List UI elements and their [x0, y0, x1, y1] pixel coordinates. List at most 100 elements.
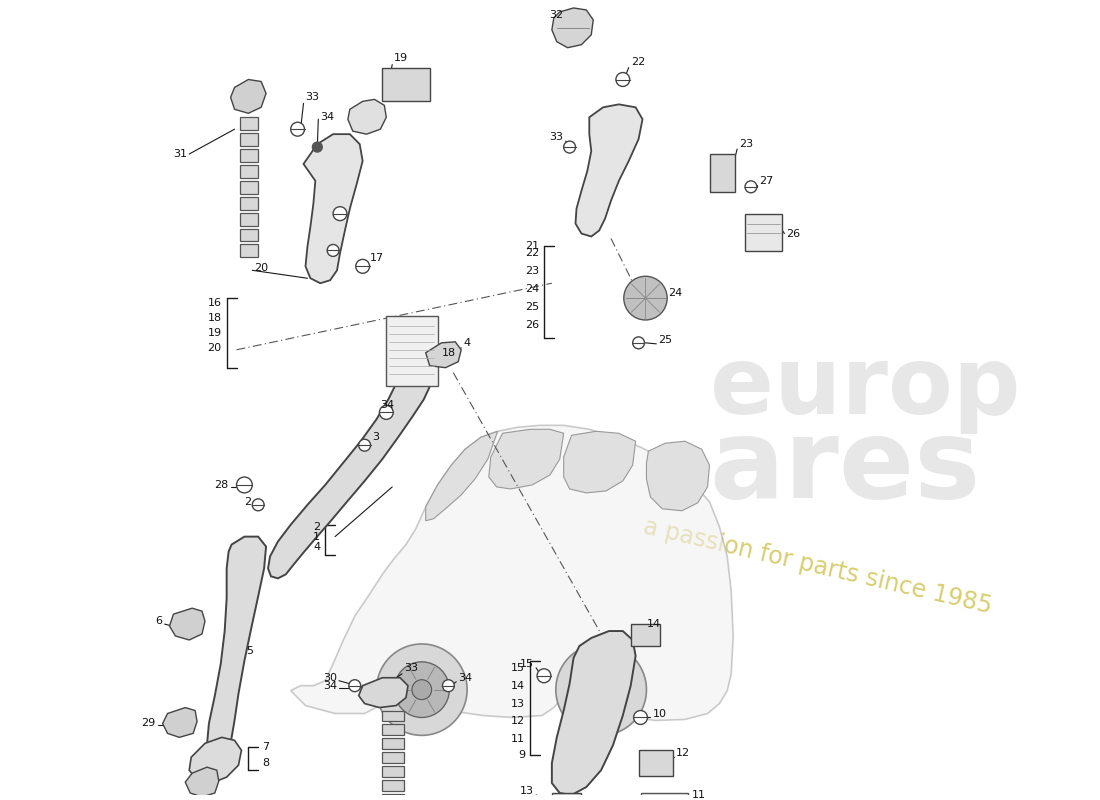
Text: 23: 23	[525, 266, 539, 276]
Text: 33: 33	[550, 132, 563, 142]
Text: 17: 17	[370, 254, 384, 263]
Bar	[383, 710, 404, 722]
Text: 9: 9	[518, 750, 525, 760]
Text: 33: 33	[404, 662, 418, 673]
Bar	[383, 766, 404, 777]
Bar	[241, 213, 258, 226]
Text: europ: europ	[710, 342, 1020, 434]
Text: 2: 2	[314, 522, 320, 532]
Text: 21: 21	[525, 242, 539, 251]
Polygon shape	[647, 442, 710, 510]
Polygon shape	[268, 364, 431, 578]
Text: 34: 34	[323, 681, 337, 690]
Text: 34: 34	[320, 112, 334, 122]
Text: 6: 6	[155, 616, 163, 626]
Text: a passion for parts since 1985: a passion for parts since 1985	[640, 514, 994, 618]
Polygon shape	[426, 431, 497, 521]
Circle shape	[616, 73, 629, 86]
Circle shape	[442, 680, 454, 692]
Text: 29: 29	[142, 718, 156, 729]
Text: 4: 4	[314, 542, 320, 551]
Polygon shape	[575, 104, 642, 237]
Polygon shape	[231, 79, 266, 114]
Circle shape	[376, 644, 468, 735]
Polygon shape	[563, 431, 636, 493]
Text: 20: 20	[254, 263, 268, 274]
Circle shape	[355, 259, 370, 274]
Text: 25: 25	[525, 302, 539, 312]
Polygon shape	[189, 738, 241, 783]
Polygon shape	[488, 430, 563, 489]
Text: 2: 2	[244, 497, 251, 507]
Text: 13: 13	[512, 698, 525, 709]
Text: 4: 4	[463, 338, 471, 348]
Circle shape	[632, 337, 645, 349]
Text: 18: 18	[441, 348, 455, 358]
Bar	[630, 624, 660, 646]
Text: 22: 22	[630, 57, 645, 66]
Circle shape	[349, 680, 361, 692]
Bar	[241, 197, 258, 210]
Polygon shape	[426, 342, 461, 368]
Circle shape	[236, 477, 252, 493]
Polygon shape	[207, 537, 266, 754]
Bar	[639, 750, 673, 776]
Circle shape	[394, 662, 450, 718]
Text: 15: 15	[520, 659, 535, 669]
Polygon shape	[304, 134, 363, 283]
Bar	[241, 181, 258, 194]
Circle shape	[379, 406, 393, 419]
Circle shape	[592, 680, 611, 699]
Text: 26: 26	[786, 229, 801, 238]
Text: ares: ares	[710, 414, 981, 521]
Text: 26: 26	[525, 320, 539, 330]
Bar	[383, 67, 430, 102]
Text: 12: 12	[512, 717, 525, 726]
Text: 34: 34	[459, 673, 472, 682]
Polygon shape	[552, 8, 593, 48]
Text: 25: 25	[658, 335, 672, 345]
Text: 31: 31	[173, 149, 187, 159]
Text: 28: 28	[214, 480, 229, 490]
Text: 20: 20	[208, 343, 222, 353]
Bar	[241, 245, 258, 258]
Text: 7: 7	[262, 742, 270, 752]
Bar	[640, 793, 688, 800]
Circle shape	[290, 122, 305, 136]
Text: 11: 11	[692, 790, 706, 800]
Bar	[241, 165, 258, 178]
Text: 15: 15	[512, 662, 525, 673]
Bar	[710, 154, 735, 192]
Bar	[241, 118, 258, 130]
Polygon shape	[348, 99, 386, 134]
Polygon shape	[163, 707, 197, 738]
Text: 3: 3	[373, 432, 380, 442]
Text: 14: 14	[512, 681, 525, 690]
Bar	[383, 725, 404, 735]
Text: 16: 16	[208, 298, 222, 308]
Bar	[386, 316, 438, 386]
Text: 27: 27	[759, 176, 773, 186]
Text: 24: 24	[668, 288, 682, 298]
Text: 34: 34	[381, 401, 394, 410]
Text: 12: 12	[676, 748, 690, 758]
Text: 24: 24	[525, 284, 539, 294]
Text: 19: 19	[394, 53, 408, 62]
Circle shape	[252, 499, 264, 510]
Text: 33: 33	[306, 92, 319, 102]
Circle shape	[745, 181, 757, 193]
Text: 18: 18	[208, 313, 222, 323]
Circle shape	[333, 206, 346, 221]
Text: 32: 32	[550, 10, 563, 20]
Bar	[383, 780, 404, 791]
Polygon shape	[185, 767, 219, 797]
Text: 23: 23	[739, 139, 754, 149]
Circle shape	[634, 710, 648, 725]
Text: 22: 22	[525, 249, 539, 258]
Circle shape	[359, 439, 371, 451]
Circle shape	[563, 141, 575, 153]
Circle shape	[327, 245, 339, 256]
Circle shape	[573, 662, 629, 718]
Text: 8: 8	[262, 758, 270, 768]
Bar	[241, 133, 258, 146]
